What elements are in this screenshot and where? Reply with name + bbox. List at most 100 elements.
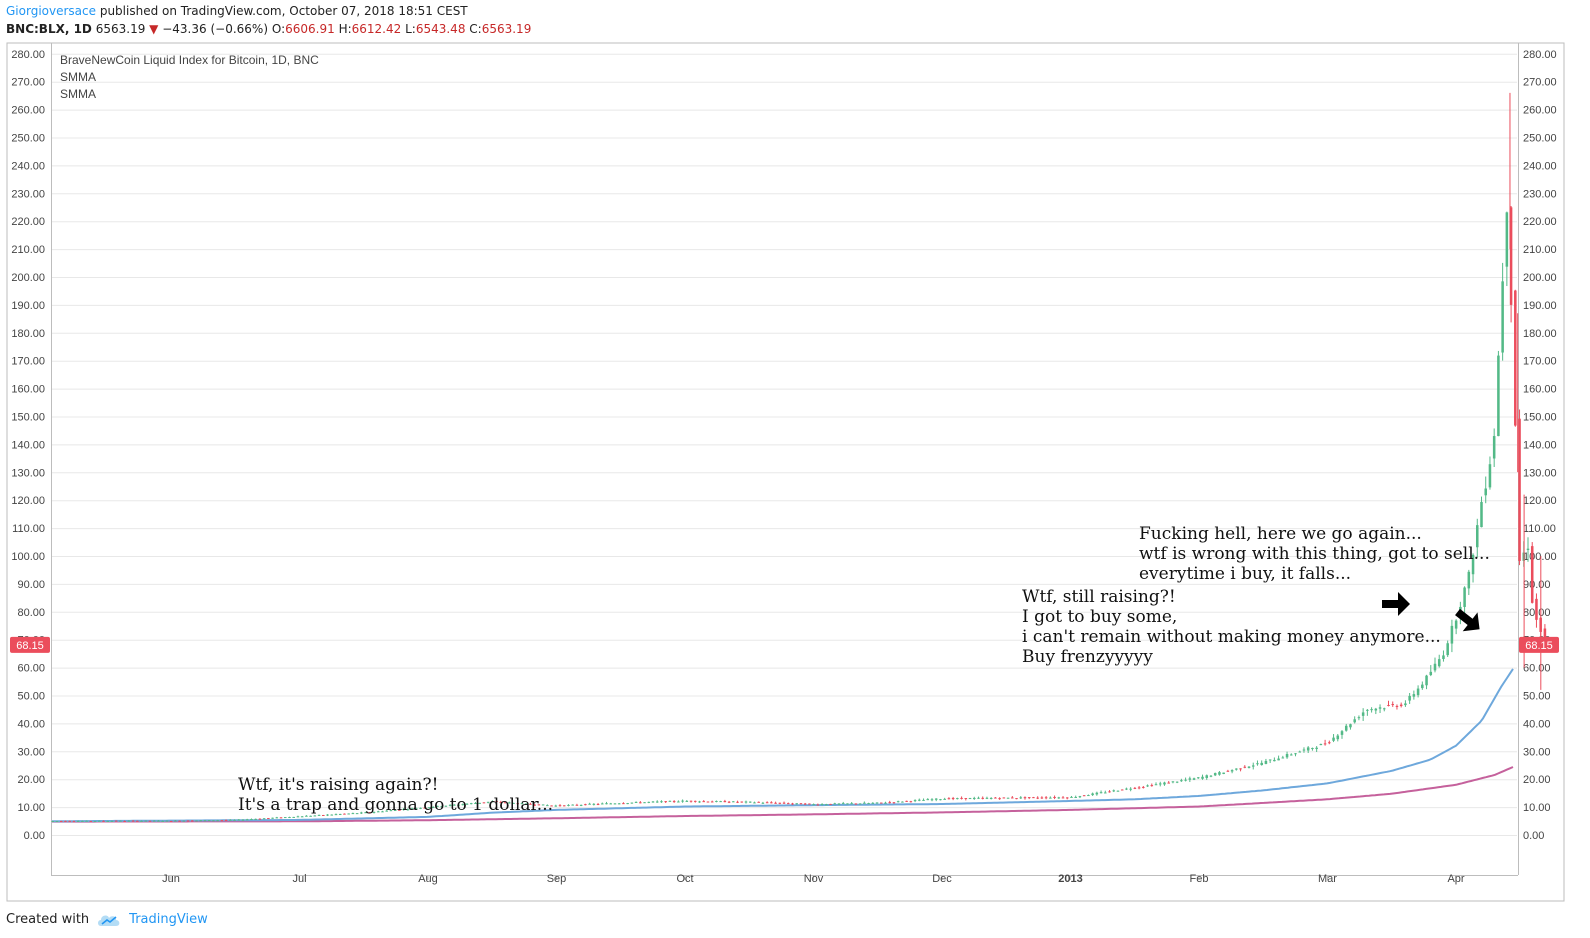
candle-body	[288, 817, 291, 819]
annotation-buy-line-4: Buy frenzyyyyy	[1022, 647, 1153, 667]
candle-body	[102, 820, 105, 822]
candle-body	[655, 801, 659, 803]
candle-body	[1044, 797, 1048, 799]
y-axis-right: 280.00 270.00 260.00 250.00 240.00 230.00 220.…	[1523, 49, 1557, 842]
candle-body	[279, 817, 283, 819]
candle-body	[981, 797, 984, 799]
candle-body	[1002, 797, 1006, 799]
candle-body	[1285, 754, 1289, 758]
candle-body	[550, 805, 553, 807]
candle-body	[820, 804, 824, 806]
candle-body	[381, 811, 384, 813]
candle-body	[858, 803, 862, 805]
candle-body	[892, 802, 896, 804]
candle-body	[1087, 795, 1090, 797]
candle-body	[491, 801, 494, 803]
y-tick-label: 10.00	[17, 802, 45, 814]
candle-body	[1437, 659, 1441, 667]
candle-body	[1230, 770, 1234, 772]
candle-body	[385, 810, 388, 812]
candle-body	[182, 820, 186, 822]
y-tick-label: 240.00	[1523, 160, 1557, 172]
candle-body	[203, 820, 207, 822]
y-tick-label: 0.00	[1523, 830, 1544, 842]
candle-body	[951, 798, 955, 800]
candle-body	[89, 820, 93, 822]
candle-body	[127, 820, 131, 822]
candle-body	[1243, 766, 1247, 768]
y-tick-label: 90.00	[17, 579, 45, 591]
price-tag-left: 68.15	[10, 636, 50, 653]
candle-body	[448, 804, 452, 806]
candle-body	[558, 805, 562, 807]
annotation-buy-line-2: I got to buy some,	[1022, 607, 1177, 627]
candle-body	[799, 803, 803, 805]
author-link[interactable]: Giorgioversace	[6, 4, 96, 18]
y-tick-label: 200.00	[11, 272, 45, 284]
candle-body	[1374, 708, 1378, 711]
candle-body	[1129, 788, 1132, 790]
x-tick-label: Mar	[1318, 873, 1337, 885]
x-tick-label: Feb	[1190, 873, 1209, 885]
candle-body	[436, 805, 439, 807]
candle-body	[524, 803, 528, 805]
candle-body	[863, 802, 866, 804]
y-tick-label: 180.00	[11, 328, 45, 340]
y-tick-label: 50.00	[1523, 691, 1551, 703]
candle-body	[1332, 737, 1335, 741]
candle-body	[81, 820, 84, 822]
y-tick-label: 120.00	[1523, 495, 1557, 507]
candle-body	[1319, 743, 1323, 746]
candle-body	[871, 802, 875, 804]
candle-body	[1078, 796, 1082, 798]
candle-body	[770, 802, 773, 804]
y-tick-label: 210.00	[1523, 244, 1557, 256]
y-tick-label: 170.00	[11, 356, 45, 368]
candle-body	[1412, 694, 1416, 697]
x-tick-label: Jul	[292, 873, 306, 885]
candle-body	[355, 813, 359, 815]
x-tick-label: Apr	[1447, 873, 1464, 885]
candle-body	[939, 799, 942, 801]
candle-body	[888, 802, 891, 804]
annotation-sell-line-2: wtf is wrong with this thing, got to sel…	[1139, 544, 1490, 564]
candle-body	[1340, 731, 1344, 735]
candle-body	[136, 820, 139, 822]
x-tick-label: Jun	[162, 873, 180, 885]
candle-body	[1188, 778, 1192, 780]
x-tick-label: Nov	[804, 873, 824, 885]
candle-body	[613, 803, 617, 805]
candle-body	[360, 812, 363, 814]
candle-body	[1120, 789, 1124, 791]
price-tag-right: 68.15	[1519, 636, 1559, 653]
candle-body	[732, 801, 735, 803]
candle-body	[816, 804, 820, 806]
legend-smma-2: SMMA	[60, 87, 96, 101]
tradingview-link[interactable]: TradingView	[129, 912, 208, 927]
candle-body	[854, 803, 858, 805]
candle-body	[296, 816, 300, 818]
candle-body	[639, 802, 642, 804]
candle-body	[250, 819, 253, 821]
candle-body	[1336, 735, 1340, 740]
candle-body	[199, 820, 202, 822]
annotation-trap: Wtf, it's raising again?! It's a trap an…	[238, 775, 553, 815]
candle-body	[431, 806, 435, 808]
candle-body	[1497, 355, 1500, 437]
candle-body	[1036, 797, 1039, 799]
candles[interactable]	[51, 92, 1547, 823]
candle-body	[1323, 743, 1327, 745]
candle-body	[1370, 709, 1373, 711]
y-tick-label: 20.00	[1523, 774, 1551, 786]
candle-body	[516, 803, 520, 805]
candle-body	[672, 801, 676, 803]
smma-slow-path	[52, 766, 1514, 823]
candle-body	[1015, 798, 1018, 800]
grid	[52, 53, 1517, 836]
candle-body	[829, 803, 832, 805]
price-chart[interactable]: 280.00 270.00 260.00 250.00 240.00 230.00 220.…	[0, 0, 1590, 905]
candle-body	[837, 803, 841, 805]
candle-body	[410, 808, 414, 810]
y-tick-label: 120.00	[11, 495, 45, 507]
candle-body	[271, 817, 274, 819]
